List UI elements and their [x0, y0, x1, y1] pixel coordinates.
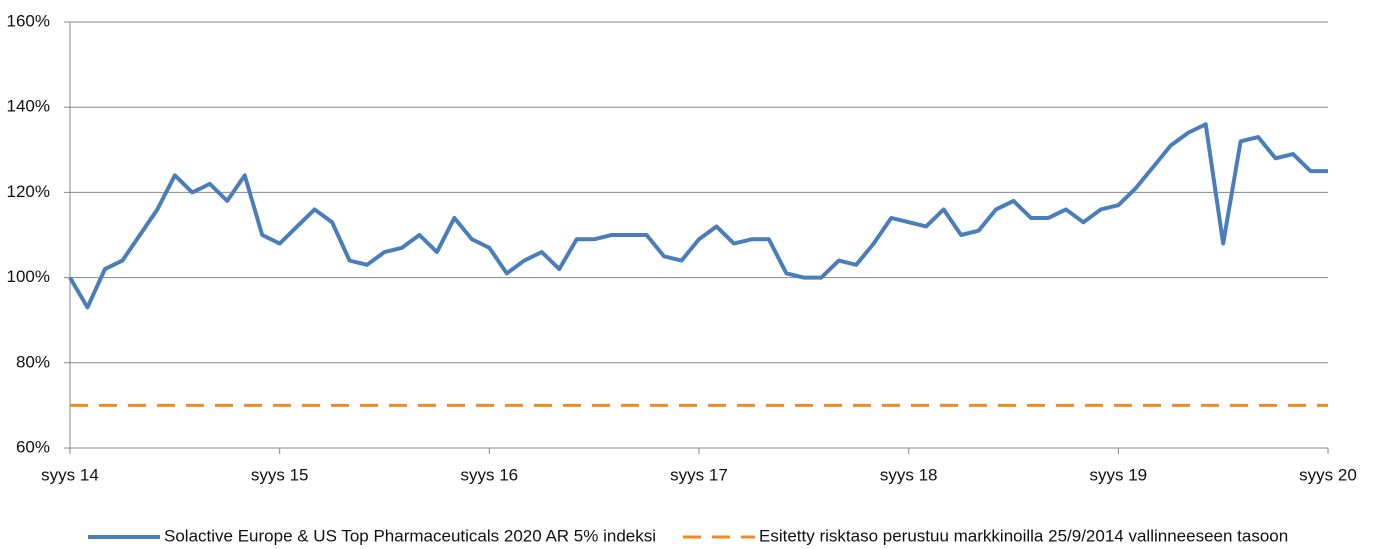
- x-tick-label: syys 20: [1299, 465, 1357, 484]
- y-tick-label: 100%: [7, 267, 50, 286]
- x-tick-label: syys 16: [461, 465, 519, 484]
- legend-label: Esitetty risktaso perustuu markkinoilla …: [759, 526, 1288, 545]
- y-tick-label: 120%: [7, 182, 50, 201]
- y-tick-label: 60%: [16, 437, 50, 456]
- x-tick-label: syys 19: [1090, 465, 1148, 484]
- x-tick-label: syys 18: [880, 465, 938, 484]
- x-tick-label: syys 17: [670, 465, 728, 484]
- y-tick-label: 140%: [7, 97, 50, 116]
- x-tick-label: syys 14: [41, 465, 99, 484]
- series-line: [68, 122, 1328, 310]
- y-tick-label: 160%: [7, 11, 50, 30]
- x-tick-label: syys 15: [251, 465, 309, 484]
- y-tick-label: 80%: [16, 352, 50, 371]
- legend-label: Solactive Europe & US Top Pharmaceutical…: [164, 526, 656, 545]
